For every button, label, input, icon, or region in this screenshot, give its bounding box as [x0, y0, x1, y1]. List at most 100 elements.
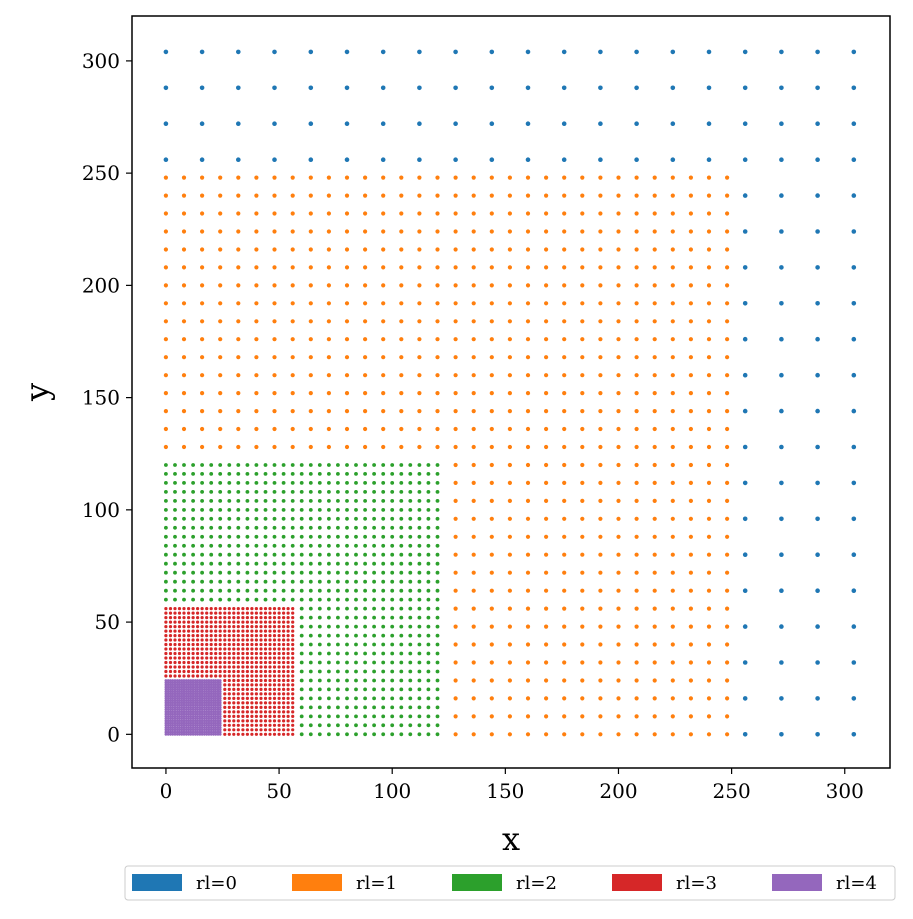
data-point — [815, 121, 820, 126]
data-point — [173, 638, 177, 642]
data-point — [435, 463, 440, 467]
data-point — [435, 633, 440, 638]
data-point — [200, 697, 204, 700]
data-point — [282, 723, 286, 727]
data-point — [580, 588, 585, 593]
data-point — [489, 696, 494, 701]
data-point — [254, 692, 258, 696]
data-point — [175, 685, 179, 689]
data-point — [169, 694, 172, 698]
data-point — [426, 499, 431, 503]
data-point — [200, 426, 205, 432]
data-point — [182, 683, 186, 687]
data-point — [205, 697, 209, 700]
legend-swatch — [132, 874, 182, 891]
data-point — [263, 701, 268, 705]
data-point — [203, 728, 206, 732]
data-point — [299, 633, 304, 638]
data-point — [268, 732, 272, 736]
data-point — [291, 728, 295, 732]
data-point — [182, 579, 186, 584]
data-point — [223, 656, 227, 660]
data-point — [471, 660, 476, 665]
data-point — [489, 301, 494, 306]
data-point — [182, 543, 186, 548]
data-point — [417, 508, 422, 512]
data-point — [207, 728, 211, 732]
data-point — [180, 708, 184, 711]
data-point — [372, 490, 376, 494]
data-point — [408, 696, 413, 701]
data-point — [218, 247, 223, 252]
data-point — [326, 193, 331, 198]
data-point — [191, 656, 195, 660]
data-point — [286, 705, 290, 710]
data-point — [182, 710, 186, 714]
data-point — [634, 319, 639, 324]
data-point — [580, 426, 585, 432]
data-point — [218, 444, 223, 450]
data-point — [277, 683, 281, 687]
data-point — [562, 642, 567, 647]
data-point — [254, 728, 258, 732]
data-point — [173, 588, 177, 593]
data-point — [291, 719, 295, 723]
data-point — [453, 265, 458, 270]
data-point — [525, 283, 531, 288]
data-point — [200, 638, 204, 642]
data-point — [354, 705, 358, 710]
data-point — [290, 570, 295, 575]
data-point — [254, 481, 259, 485]
data-point — [354, 615, 358, 620]
data-point — [207, 721, 211, 725]
data-point — [241, 607, 245, 611]
data-point — [241, 660, 245, 665]
data-point — [194, 681, 197, 685]
data-point — [254, 472, 259, 476]
data-point — [200, 726, 204, 729]
data-point — [268, 714, 272, 719]
data-point — [435, 229, 440, 234]
data-point — [381, 490, 386, 494]
data-point — [169, 708, 172, 711]
data-point — [189, 715, 193, 718]
data-point — [198, 732, 202, 736]
data-point — [200, 651, 204, 656]
data-point — [381, 229, 386, 234]
data-point — [191, 561, 196, 566]
data-point — [171, 699, 175, 703]
data-point — [182, 634, 186, 638]
data-point — [189, 708, 193, 711]
data-point — [236, 625, 240, 629]
data-point — [779, 480, 784, 486]
data-point — [308, 463, 313, 467]
data-point — [218, 694, 222, 698]
data-point — [254, 525, 259, 530]
data-point — [196, 660, 200, 665]
data-point — [299, 534, 304, 539]
data-point — [227, 611, 231, 615]
data-point — [277, 625, 281, 629]
data-point — [200, 723, 204, 727]
data-point — [291, 678, 295, 683]
data-point — [191, 683, 195, 687]
data-point — [216, 699, 220, 703]
data-point — [363, 705, 367, 710]
data-point — [562, 373, 567, 378]
data-point — [178, 706, 181, 709]
data-point — [166, 685, 170, 689]
data-point — [381, 579, 386, 584]
data-point — [227, 634, 231, 638]
data-point — [191, 638, 195, 642]
data-point — [634, 588, 639, 593]
data-point — [164, 472, 168, 476]
data-point — [218, 712, 222, 716]
data-point — [182, 607, 186, 611]
data-point — [291, 683, 295, 687]
data-point — [214, 730, 218, 734]
data-point — [194, 703, 197, 707]
data-point — [209, 674, 213, 678]
data-point — [175, 710, 179, 714]
data-point — [851, 49, 857, 55]
data-point — [652, 606, 657, 611]
